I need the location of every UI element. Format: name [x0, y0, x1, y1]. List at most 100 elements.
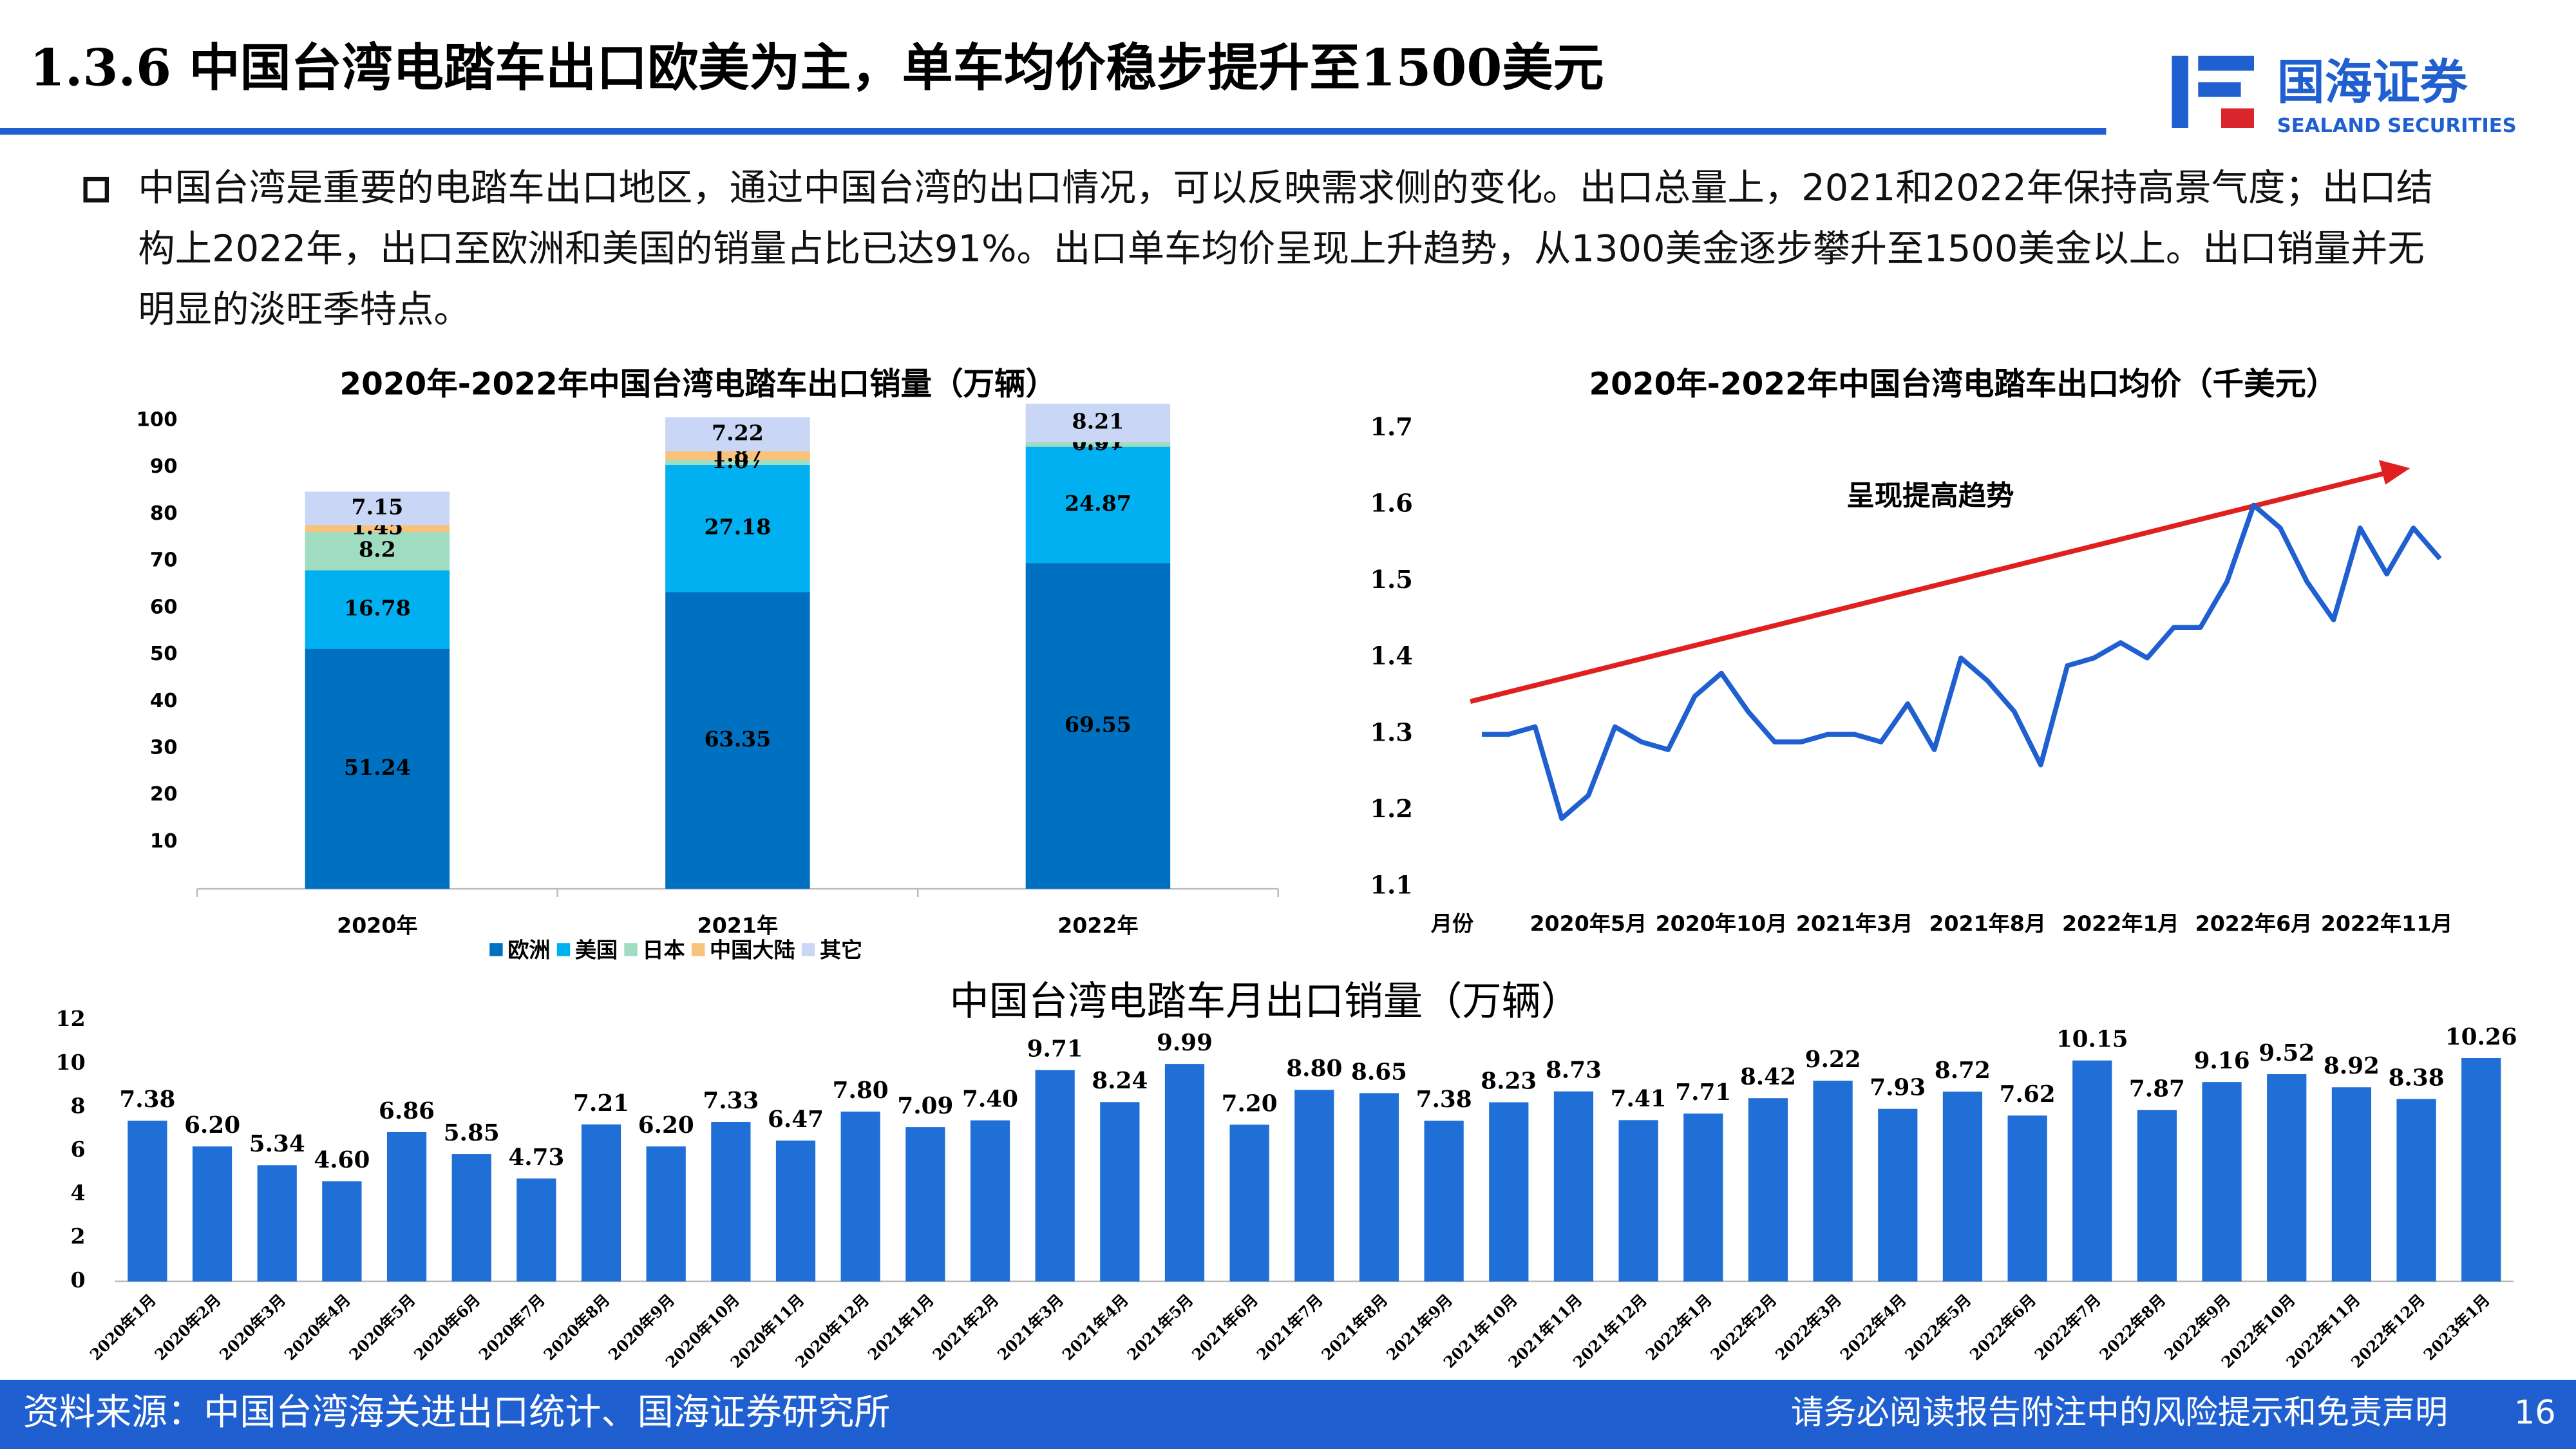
x-tick-label: 2020年2月 — [151, 1291, 224, 1364]
value-label: 6.20 — [184, 1112, 240, 1139]
value-label: 7.93 — [1870, 1074, 1926, 1101]
y-tick-label: 60 — [150, 596, 178, 618]
x-tick-label: 2022年11月 — [2321, 911, 2453, 936]
bar — [2331, 1087, 2372, 1282]
value-label: 8.65 — [1351, 1058, 1407, 1085]
x-tick-label: 2020年5月 — [345, 1291, 419, 1364]
value-label: 27.18 — [704, 515, 771, 540]
legend-swatch — [556, 943, 571, 956]
bar — [970, 1120, 1010, 1282]
y-tick-label: 10 — [150, 830, 178, 853]
value-label: 9.16 — [2194, 1047, 2250, 1074]
x-tick-label: 2021年7月 — [1253, 1291, 1327, 1364]
value-label: 8.24 — [1092, 1067, 1148, 1094]
bar — [1618, 1120, 1658, 1282]
x-tick-label: 2021年5月 — [1123, 1291, 1197, 1364]
bar — [1878, 1108, 1918, 1282]
y-tick-label: 1.7 — [1370, 413, 1413, 442]
value-label: 6.86 — [379, 1097, 435, 1124]
legend-swatch — [624, 943, 638, 956]
y-tick-label: 1.5 — [1370, 565, 1413, 594]
x-tick-label: 2020年7月 — [475, 1291, 549, 1364]
slide-title: 1.3.6 中国台湾电踏车出口欧美为主，单车均价稳步提升至1500美元 — [30, 38, 1604, 98]
y-tick-label: 20 — [150, 783, 178, 806]
annotation: 呈现提高趋势 — [1846, 480, 2014, 512]
value-label: 7.40 — [962, 1086, 1018, 1113]
logo-mark — [2172, 55, 2254, 128]
value-label: 24.87 — [1065, 491, 1132, 516]
bar — [322, 1181, 362, 1282]
chart-title: 2020年-2022年中国台湾电踏车出口均价（千美元） — [1589, 366, 2337, 402]
legend-swatch — [489, 943, 503, 956]
bar-segment — [1025, 446, 1171, 564]
value-label: 8.42 — [1740, 1063, 1796, 1090]
legend-label: 日本 — [642, 938, 685, 963]
x-tick-label: 2020年10月 — [1656, 911, 1788, 936]
value-label: 63.35 — [704, 726, 771, 752]
value-label: 9.71 — [1027, 1035, 1083, 1062]
value-label: 7.15 — [352, 494, 404, 519]
footer-band — [0, 1379, 2576, 1449]
title-rule — [0, 128, 2107, 135]
x-tick-label: 2021年3月 — [994, 1291, 1067, 1364]
value-label: 5.34 — [249, 1130, 305, 1157]
x-tick-label: 2020年 — [337, 913, 417, 938]
value-label: 8.92 — [2324, 1052, 2380, 1079]
bar-segment — [1025, 403, 1171, 442]
y-tick-label: 4 — [71, 1180, 86, 1206]
bar-segment — [665, 464, 810, 592]
bar — [2461, 1057, 2501, 1282]
bar-segment — [305, 491, 450, 526]
x-tick-label: 2022年1月 — [1642, 1291, 1715, 1364]
value-label: 7.21 — [573, 1090, 629, 1117]
bar — [646, 1146, 686, 1282]
bar — [1035, 1070, 1075, 1282]
bar — [581, 1124, 621, 1282]
y-tick-label: 0 — [71, 1267, 86, 1293]
x-tick-label: 2022年6月 — [2195, 911, 2313, 936]
value-label: 7.09 — [897, 1092, 953, 1119]
trend-arrow — [1470, 460, 2410, 704]
y-tick-label: 1.1 — [1370, 871, 1413, 900]
value-label: 7.87 — [2129, 1075, 2185, 1103]
legend-label: 美国 — [575, 938, 618, 963]
y-tick-label: 6 — [71, 1137, 86, 1162]
bar — [1100, 1102, 1140, 1282]
bullet-icon — [83, 176, 109, 203]
value-label: 6.47 — [768, 1106, 824, 1133]
x-tick-label: 2020年1月 — [86, 1291, 160, 1364]
value-label: 9.22 — [1805, 1046, 1861, 1073]
x-tick-label: 2021年 — [697, 913, 778, 938]
value-label: 7.80 — [833, 1077, 889, 1104]
bar-segment — [1025, 442, 1171, 447]
legend-swatch — [801, 943, 815, 956]
value-label: 9.99 — [1157, 1029, 1213, 1056]
value-label: 7.22 — [712, 420, 764, 445]
bar — [192, 1146, 232, 1282]
value-label: 7.38 — [119, 1086, 175, 1113]
value-label: 7.41 — [1611, 1085, 1667, 1112]
page-number: 16 — [2514, 1394, 2556, 1432]
x-tick-label: 2023年1月 — [2420, 1291, 2493, 1364]
bar — [2137, 1110, 2177, 1282]
bar — [1748, 1098, 1788, 1282]
legend-swatch — [691, 943, 705, 956]
value-label: 5.85 — [444, 1119, 500, 1146]
x-tick-label: 2022年6月 — [1966, 1291, 2040, 1364]
x-tick-label: 2020年4月 — [281, 1291, 354, 1364]
y-tick-label: 1.6 — [1370, 489, 1413, 518]
x-tick-label: 2021年8月 — [1318, 1291, 1391, 1364]
x-tick-label: 2021年1月 — [864, 1291, 938, 1364]
bar — [386, 1132, 427, 1282]
value-label: 4.60 — [314, 1146, 370, 1173]
y-tick-label: 100 — [137, 409, 178, 431]
value-label: 7.71 — [1675, 1079, 1731, 1106]
x-tick-label: 2021年4月 — [1059, 1291, 1132, 1364]
bar-segment — [1025, 563, 1171, 889]
x-tick-label: 2020年8月 — [540, 1291, 613, 1364]
x-tick-label: 2020年5月 — [1530, 911, 1647, 936]
bar — [840, 1112, 880, 1282]
y-tick-label: 10 — [56, 1050, 86, 1075]
y-tick-label: 12 — [56, 1006, 86, 1031]
